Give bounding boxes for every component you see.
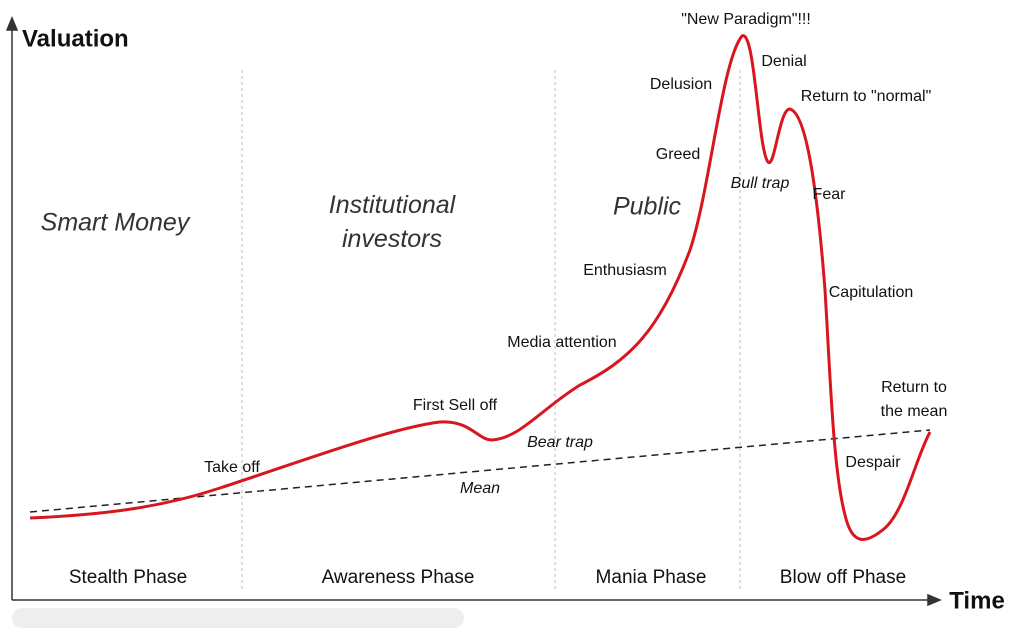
annotation: Capitulation [829,284,914,301]
phase-dividers [241,70,741,590]
annotation: Delusion [650,76,712,93]
annotation: Despair [845,454,901,471]
annotation: Enthusiasm [583,262,667,279]
annotation: First Sell off [413,397,498,414]
axes [5,16,942,607]
group-label: Smart Money [41,209,191,237]
annotation: Bear trap [527,434,593,451]
annotation: Media attention [507,334,616,351]
phase-label: Stealth Phase [69,567,187,588]
x-axis-label: Time [949,587,1005,614]
annotation: Mean [460,480,500,497]
mean-line [29,429,931,513]
y-axis-label: Valuation [22,25,129,52]
annotation: "New Paradigm"!!! [681,11,811,28]
annotation: Return to "normal" [801,88,932,105]
annotation: Greed [656,146,700,163]
group-label: Public [613,193,682,221]
market-curve [29,34,932,541]
phase-label: Mania Phase [596,567,707,588]
annotation: Bull trap [731,175,790,192]
group-label: Institutional investors [329,191,457,253]
phase-label: Awareness Phase [322,567,475,588]
phase-label: Blow off Phase [780,567,906,588]
annotation: Return to the mean [881,379,948,420]
annotation: Fear [813,186,847,203]
annotation: Take off [204,459,260,476]
annotation: Denial [761,53,806,70]
scrollbar [12,608,464,628]
